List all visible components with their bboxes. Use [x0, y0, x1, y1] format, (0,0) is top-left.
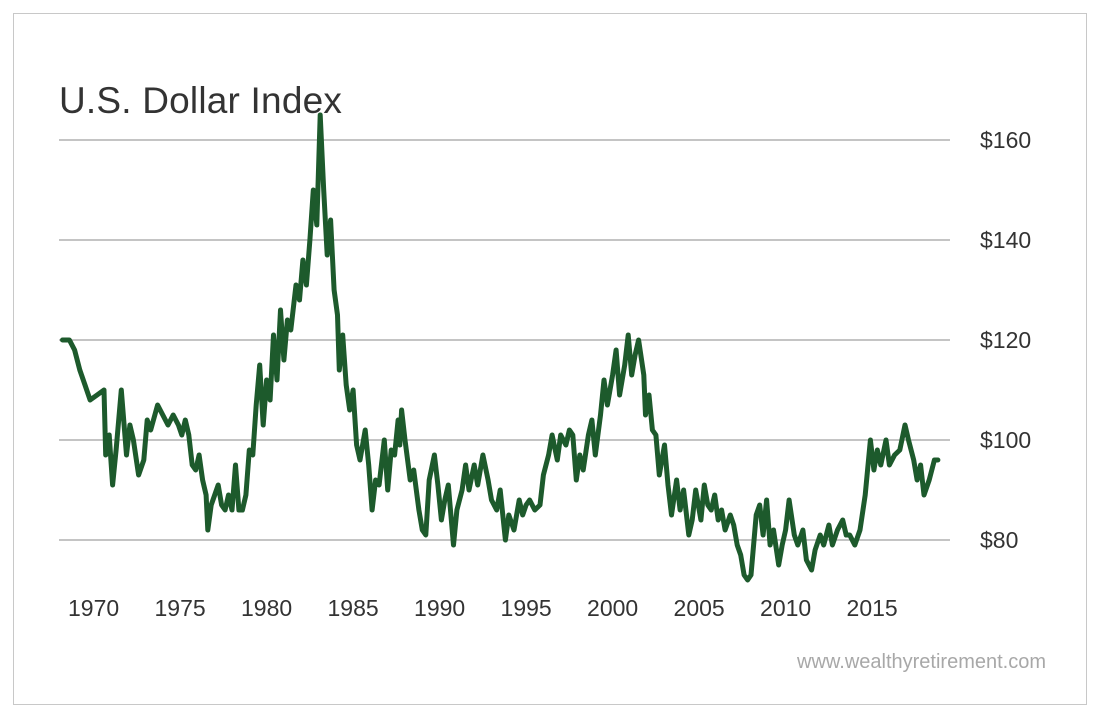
x-tick-label: 2015 [847, 595, 898, 621]
source-watermark: www.wealthyretirement.com [797, 651, 1046, 673]
y-tick-label: $120 [980, 327, 1031, 353]
y-tick-label: $100 [980, 427, 1031, 453]
x-tick-label: 1980 [241, 595, 292, 621]
chart-frame [13, 13, 1087, 705]
x-tick-label: 1970 [68, 595, 119, 621]
x-tick-label: 1995 [501, 595, 552, 621]
chart-title: U.S. Dollar Index [59, 80, 343, 121]
y-tick-label: $80 [980, 527, 1018, 553]
x-tick-label: 1990 [414, 595, 465, 621]
y-tick-label: $160 [980, 127, 1031, 153]
x-tick-label: 2010 [760, 595, 811, 621]
x-tick-label: 2005 [674, 595, 725, 621]
x-tick-label: 2000 [587, 595, 638, 621]
y-tick-label: $140 [980, 227, 1031, 253]
x-tick-label: 1985 [328, 595, 379, 621]
x-tick-label: 1975 [155, 595, 206, 621]
series-line [60, 112, 941, 583]
